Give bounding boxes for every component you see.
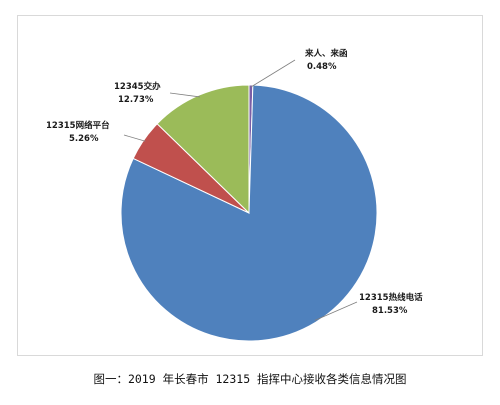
leader-lines: [123, 59, 358, 321]
pie-slices: [120, 84, 378, 342]
label-value-hotline: 81.53%: [372, 306, 408, 316]
label-name-laiRen: 来人、来函: [304, 48, 348, 59]
leader-line-2: [123, 134, 146, 142]
pie-slice-3: [156, 84, 250, 215]
leader-line-1: [314, 301, 358, 321]
chart-caption: 图一：2019 年长春市 12315 指挥中心接收各类信息情况图: [93, 372, 407, 386]
label-value-12345: 12.73%: [118, 95, 154, 105]
leader-line-0: [250, 59, 296, 88]
data-labels: 来人、来函 0.48% 12315热线电话 81.53% 12315网络平台 5…: [46, 48, 423, 316]
leader-line-3: [169, 92, 200, 98]
label-value-laiRen: 0.48%: [307, 62, 337, 72]
label-name-online: 12315网络平台: [46, 120, 110, 131]
label-name-hotline: 12315热线电话: [359, 292, 423, 303]
label-name-12345: 12345交办: [114, 81, 161, 92]
label-value-online: 5.26%: [69, 134, 99, 144]
